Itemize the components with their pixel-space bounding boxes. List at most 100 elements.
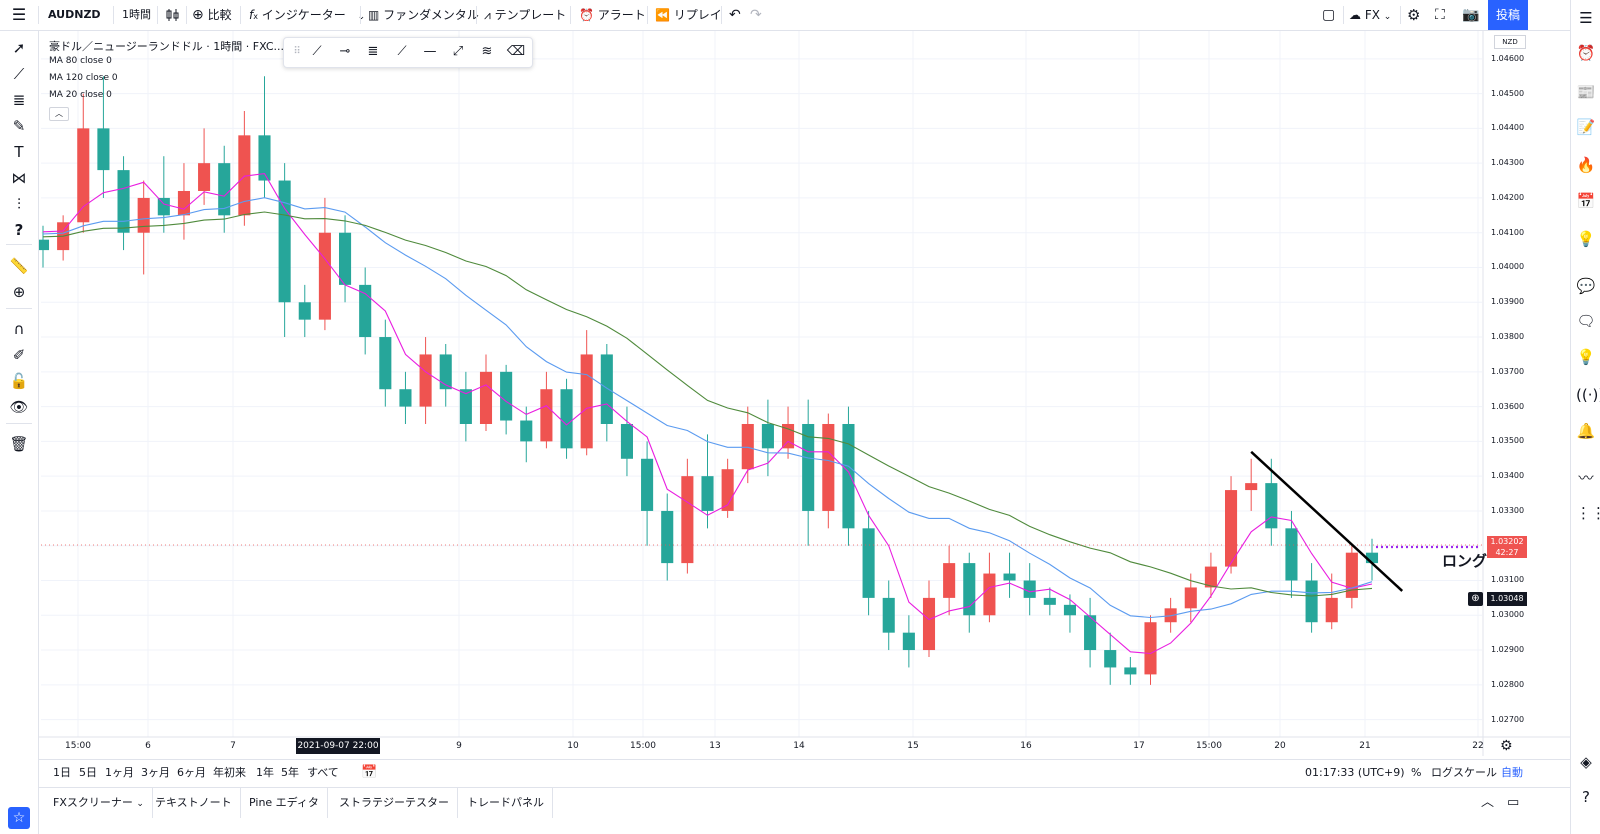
tab-fx-screener[interactable]: FXスクリーナー ⌄ (45, 788, 153, 818)
interval-button[interactable]: 1時間 (122, 8, 151, 21)
extended-line-icon[interactable]: ⟋ (397, 44, 407, 59)
measure-lines-icon[interactable]: ⫶ (17, 195, 21, 213)
line-tool-icon[interactable]: ⟋ (312, 44, 322, 59)
alarm-icon[interactable]: ⏰ (1576, 44, 1596, 62)
range-1y[interactable]: 1年 (256, 766, 274, 779)
auto-scale-toggle[interactable]: 自動 (1501, 766, 1523, 779)
regression-icon[interactable]: ≋ (481, 44, 493, 59)
time-tick: 16 (1020, 741, 1032, 751)
eye-icon[interactable]: 👁 (9, 398, 29, 416)
magnet-icon[interactable]: ∩ (13, 320, 25, 338)
hotlist-fire-icon[interactable]: 🔥 (1576, 156, 1596, 174)
compare-button[interactable]: ⊕ 比較 (192, 0, 232, 30)
publish-button[interactable]: 投稿 (1488, 0, 1528, 30)
tab-strategy-tester[interactable]: ストラテジーテスター (331, 788, 458, 818)
dots-grid-icon[interactable]: ⋮⋮ (1576, 504, 1600, 522)
horizontal-ray-icon[interactable]: ⊸ (339, 44, 351, 59)
tab-pine-editor[interactable]: Pine エディタ (241, 788, 328, 818)
legend-ma20[interactable]: MA 20 close 0 (49, 90, 112, 100)
undo-icon[interactable]: ↶ (729, 7, 741, 23)
replay-button[interactable]: ⏪ リプレイ (655, 0, 722, 30)
percent-toggle[interactable]: % (1411, 766, 1422, 779)
cursor-arrow-icon[interactable]: ➚ (12, 39, 26, 57)
cloud-icon: ☁ (1349, 8, 1361, 22)
fundamental-button[interactable]: ▥ ファンダメンタル (368, 0, 479, 30)
message-icon[interactable]: 🗨 (1576, 312, 1596, 330)
fib-lines-icon[interactable]: ≣ (12, 91, 26, 109)
streams-icon[interactable]: 💡 (1576, 348, 1596, 366)
watchlist-icon[interactable]: ☰ (1579, 9, 1593, 27)
calendar-icon[interactable]: 📅 (1576, 192, 1596, 210)
indicator-button[interactable]: fx インジケーター ⌄ (249, 8, 366, 22)
range-5d[interactable]: 5日 (79, 766, 97, 779)
news-icon[interactable]: 📰 (1576, 83, 1596, 101)
settings-gear-icon[interactable]: ⚙ (1407, 6, 1421, 24)
zoom-in-icon[interactable]: ⊕ (12, 283, 26, 301)
long-annotation[interactable]: ロング (1442, 552, 1488, 570)
maximize-panel-icon[interactable]: ▭ (1507, 795, 1520, 810)
layout-square-icon[interactable]: ▢ (1322, 7, 1336, 23)
chat-icon[interactable]: 💬 (1576, 277, 1596, 295)
candle-body (1204, 566, 1217, 588)
notification-bell-icon[interactable]: 🔔 (1576, 422, 1596, 440)
ray-tool-icon[interactable]: ⤢ (452, 44, 464, 59)
candle-body (298, 302, 311, 320)
legend-ma80[interactable]: MA 80 close 0 (49, 56, 112, 66)
notes-icon[interactable]: 📝 (1576, 118, 1596, 136)
favorite-star-icon[interactable]: ☆ (8, 807, 30, 829)
collapse-legend-icon[interactable]: ︿ (49, 107, 69, 121)
range-ytd[interactable]: 年初来 (213, 766, 246, 779)
candle-body (1084, 615, 1097, 651)
tab-text-note[interactable]: テキストノート (147, 788, 241, 818)
trend-zigzag-icon[interactable]: 〰 (1578, 469, 1594, 487)
drag-handle-icon[interactable]: ⠿ (293, 46, 301, 57)
log-scale-toggle[interactable]: ログスケール (1431, 766, 1497, 779)
trend-line-icon[interactable]: ⟋ (13, 65, 25, 83)
camera-icon[interactable]: 📷 (1462, 7, 1480, 23)
axis-settings-gear-icon[interactable]: ⚙ (1500, 738, 1513, 754)
price-tick: 1.03700 (1491, 366, 1525, 376)
alert-button[interactable]: ⏰ アラート (579, 0, 646, 30)
trash-icon[interactable]: 🗑 (9, 435, 29, 453)
symbol-search[interactable]: AUDNZD (48, 8, 101, 21)
range-6m[interactable]: 6ヶ月 (177, 766, 206, 779)
range-3m[interactable]: 3ヶ月 (141, 766, 170, 779)
lock-icon[interactable]: 🔓 (9, 372, 29, 390)
tab-trade-panel[interactable]: トレードパネル (459, 788, 553, 818)
layers-icon[interactable]: ◈ (1580, 753, 1592, 771)
price-tick: 1.03100 (1491, 575, 1525, 585)
help-circle-icon[interactable]: ? (1582, 788, 1590, 806)
candle-style-icon[interactable] (165, 0, 181, 30)
currency-badge[interactable]: NZD (1494, 35, 1526, 49)
price-chart[interactable] (39, 31, 1570, 756)
ruler-icon[interactable]: 📏 (9, 257, 29, 275)
eraser-icon[interactable]: ⌫ (506, 44, 526, 59)
redo-icon[interactable]: ↷ (750, 7, 762, 23)
range-5y[interactable]: 5年 (281, 766, 299, 779)
brush-icon[interactable]: ✎ (12, 117, 26, 135)
chevron-down-icon: ⌄ (357, 12, 366, 22)
add-alert-plus-icon[interactable]: ⊕ (1468, 591, 1483, 606)
collapse-panel-icon[interactable]: ︿ (1481, 795, 1495, 810)
horizontal-line-icon[interactable]: — (423, 44, 437, 59)
template-button[interactable]: ⩘ テンプレート (484, 0, 566, 30)
range-all[interactable]: すべて (307, 766, 339, 779)
parallel-lines-icon[interactable]: ≣ (367, 44, 379, 59)
candle-body (218, 163, 231, 216)
help-question-icon[interactable]: ? (14, 221, 24, 239)
chart-pane[interactable]: 豪ドル／ニュージーランドドル · 1時間 · FXC... MA 80 clos… (39, 31, 1570, 756)
text-icon[interactable]: T (14, 143, 24, 161)
fx-cloud-button[interactable]: ☁ FX ⌄ (1349, 0, 1391, 30)
goto-date-icon[interactable]: 📅 (361, 765, 378, 780)
pencil-lock-icon[interactable]: ✐ (12, 346, 26, 364)
hamburger-icon[interactable]: ☰ (11, 5, 27, 24)
ideas-bulb-icon[interactable]: 💡 (1576, 230, 1596, 248)
range-1m[interactable]: 1ヶ月 (105, 766, 134, 779)
pattern-icon[interactable]: ⋈ (11, 169, 27, 187)
legend-ma120[interactable]: MA 120 close 0 (49, 73, 118, 83)
range-1d[interactable]: 1日 (53, 766, 71, 779)
bottom-panel-tabs: FXスクリーナー ⌄ テキストノート Pine エディタ ストラテジーテスター … (39, 787, 1570, 818)
clock[interactable]: 01:17:33 (UTC+9) (1305, 766, 1405, 779)
fullscreen-icon[interactable]: ⛶ (1435, 7, 1445, 23)
broadcast-icon[interactable]: ((·)) (1576, 386, 1600, 404)
